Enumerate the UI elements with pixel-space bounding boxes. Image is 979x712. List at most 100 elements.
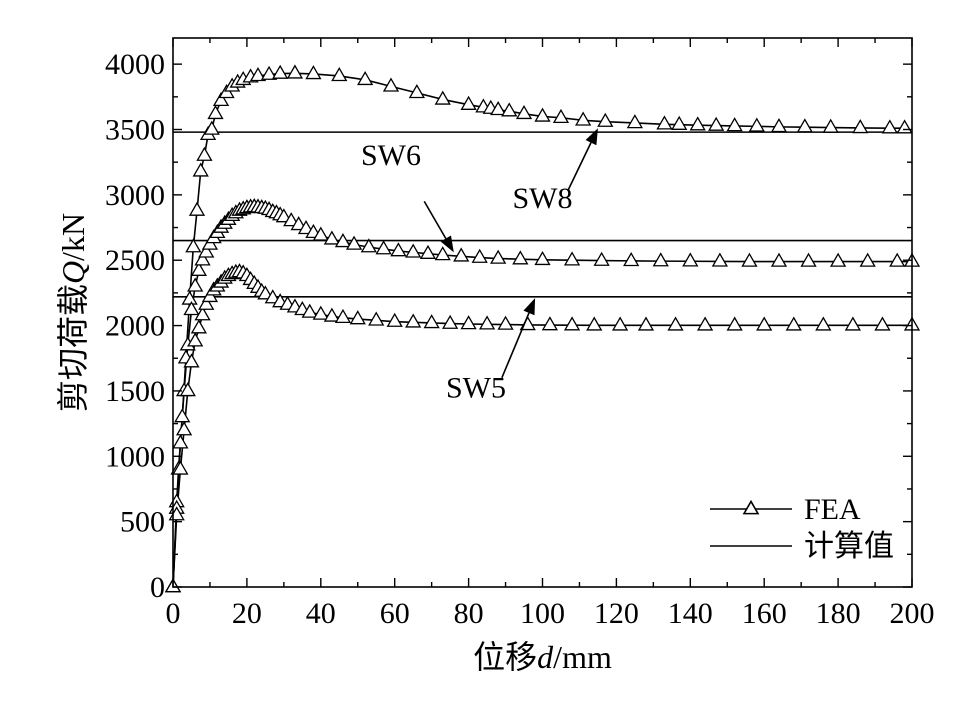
fea-point-sw8 — [212, 91, 230, 107]
fea-point-sw8 — [490, 101, 507, 116]
fea-point-sw5 — [172, 460, 189, 475]
fea-point-sw5 — [667, 316, 684, 331]
fea-point-sw5 — [323, 307, 341, 322]
fea-point-sw5 — [190, 319, 207, 334]
y-axis-label-unit: /kN — [55, 213, 91, 261]
fea-point-sw6 — [471, 248, 488, 263]
annotation-arrowhead-sw8 — [585, 128, 598, 146]
fea-point-sw5 — [187, 332, 204, 347]
x-tick-label: 60 — [380, 597, 410, 630]
legend: FEA 计算值 — [710, 493, 894, 563]
fea-point-sw8 — [203, 120, 220, 135]
fea-point-sw6 — [800, 252, 817, 267]
fea-point-sw5 — [637, 316, 655, 331]
fea-point-sw6 — [593, 251, 610, 266]
fea-point-sw8 — [881, 119, 898, 134]
fea-point-sw5 — [349, 310, 366, 325]
x-tick-label: 100 — [520, 597, 565, 630]
fea-point-sw8 — [185, 238, 202, 253]
fea-point-sw5 — [726, 316, 743, 331]
y-axis-label: 剪切荷载Q/kN — [55, 213, 91, 412]
fea-point-sw6 — [623, 252, 640, 267]
fea-point-sw8 — [207, 104, 224, 120]
fea-point-sw5 — [301, 303, 318, 318]
x-tick-label: 140 — [668, 597, 713, 630]
fea-point-sw8 — [272, 64, 289, 79]
fea-point-sw5 — [586, 316, 603, 331]
fea-point-sw6 — [770, 252, 788, 267]
fea-point-sw6 — [711, 252, 728, 267]
fea-point-sw5 — [696, 316, 714, 331]
legend-item-fea: FEA — [710, 493, 861, 526]
fea-point-sw8 — [260, 65, 278, 80]
fea-point-sw8 — [305, 65, 322, 80]
fea-point-sw8 — [770, 118, 788, 133]
fea-point-sw5 — [460, 315, 477, 330]
fea-point-sw8 — [192, 162, 209, 177]
fea-point-sw6 — [682, 252, 699, 267]
fea-point-sw6 — [859, 252, 876, 267]
fea-point-sw6 — [345, 235, 363, 250]
fea-point-sw6 — [323, 230, 341, 245]
fea-line-sw8 — [172, 72, 905, 588]
legend-item-calc: 计算值 — [710, 530, 894, 563]
fea-point-sw5 — [198, 295, 215, 310]
fea-point-sw6 — [652, 252, 669, 267]
y-tick-label: 3500 — [105, 114, 165, 147]
fea-point-sw5 — [478, 315, 496, 330]
fea-point-sw5 — [563, 316, 581, 331]
annotation-arrowhead-sw5 — [523, 298, 536, 316]
fea-point-sw5 — [541, 316, 559, 331]
x-tick-label: 0 — [166, 597, 181, 630]
fea-point-sw5 — [497, 315, 514, 330]
x-tick-label: 40 — [306, 597, 336, 630]
fea-point-sw5 — [756, 316, 773, 331]
fea-point-sw6 — [563, 251, 581, 266]
fea-point-sw5 — [611, 316, 629, 331]
x-tick-label: 200 — [890, 597, 935, 630]
legend-label-calc: 计算值 — [804, 530, 894, 563]
fea-point-sw5 — [312, 305, 329, 320]
fea-point-sw6 — [434, 246, 451, 261]
fea-point-sw5 — [874, 316, 891, 331]
fea-point-sw8 — [460, 95, 477, 110]
annotation-label-sw8: SW8 — [513, 182, 573, 215]
annotation-arrow-sw5 — [501, 312, 530, 379]
fea-point-sw5 — [423, 314, 440, 329]
fea-point-sw8 — [286, 64, 304, 79]
fea-point-sw6 — [183, 301, 200, 316]
fea-point-sw8 — [852, 119, 869, 134]
axis-layer: 0 20 40 60 80 100 120 140 160 180 2000500100015002… — [105, 37, 935, 630]
fea-point-sw8 — [188, 201, 206, 216]
fea-point-sw6 — [194, 251, 211, 266]
fea-point-sw5 — [405, 313, 422, 328]
fea-point-sw8 — [822, 118, 839, 133]
x-axis-label-unit: /mm — [553, 639, 612, 675]
fea-point-sw5 — [785, 316, 802, 331]
fea-point-sw5 — [844, 316, 862, 331]
fea-point-sw5 — [194, 306, 211, 321]
fea-point-sw6 — [490, 249, 507, 264]
fea-point-sw5 — [257, 285, 274, 300]
annotation-arrowhead-sw6 — [440, 235, 454, 253]
y-tick-label: 2000 — [105, 310, 165, 343]
legend-triangle-marker — [742, 499, 760, 515]
fea-point-sw8 — [174, 408, 191, 423]
fea-point-sw6 — [283, 212, 300, 227]
fea-point-sw6 — [290, 216, 307, 231]
fea-point-sw6 — [419, 244, 437, 259]
fea-point-sw5 — [334, 308, 352, 324]
y-axis-label-prefix: 剪切荷载 — [55, 284, 91, 412]
fea-point-sw8 — [796, 118, 813, 133]
x-axis-label: 位移d/mm — [473, 639, 612, 675]
fea-point-sw6 — [297, 219, 315, 235]
annotation-label-sw5: SW5 — [446, 371, 506, 404]
fea-point-sw6 — [312, 226, 329, 241]
fea-point-sw5 — [815, 316, 832, 331]
fea-point-sw5 — [264, 289, 281, 304]
fea-point-sw8 — [726, 117, 743, 132]
fea-point-sw8 — [331, 67, 348, 82]
y-tick-label: 500 — [120, 506, 165, 539]
annotation-arrow-sw8 — [567, 142, 592, 190]
